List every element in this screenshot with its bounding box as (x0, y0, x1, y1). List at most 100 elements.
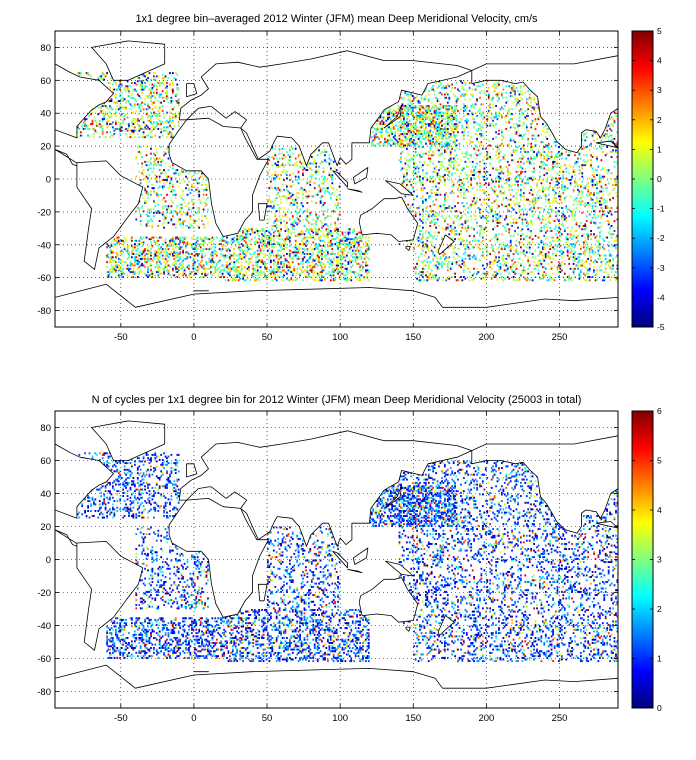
data-cell (441, 131, 443, 134)
data-cell (436, 126, 439, 129)
data-cell (141, 193, 144, 196)
data-cell (331, 264, 334, 267)
data-cell (199, 175, 202, 178)
data-cell (332, 187, 335, 190)
data-cell (332, 253, 335, 255)
data-cell (445, 85, 448, 88)
data-cell (153, 208, 155, 211)
data-cell (439, 131, 442, 134)
data-cell (346, 243, 348, 246)
data-cell (264, 274, 266, 277)
data-cell (174, 256, 177, 259)
data-cell (173, 254, 176, 257)
data-cell (186, 251, 189, 254)
data-cell (334, 226, 337, 229)
data-cell (417, 170, 420, 173)
data-cell (344, 264, 347, 267)
data-cell (435, 192, 437, 195)
data-cell (435, 139, 437, 142)
data-cell (201, 259, 203, 262)
data-cell (444, 128, 446, 130)
data-cell (166, 147, 168, 150)
data-cell (104, 75, 107, 78)
data-cell (328, 274, 331, 277)
data-cell (272, 271, 275, 274)
data-cell (189, 192, 192, 195)
data-cell (126, 257, 129, 260)
data-cell (343, 249, 345, 252)
data-cell (346, 254, 348, 257)
data-cell (318, 259, 320, 262)
data-cell (356, 272, 358, 275)
data-cell (153, 101, 155, 104)
data-cell (151, 187, 154, 190)
data-cell (438, 134, 440, 137)
data-cell (275, 193, 278, 196)
data-cell (132, 267, 135, 270)
data-cell (157, 271, 160, 274)
data-cell (417, 144, 420, 147)
data-cell (306, 253, 309, 255)
data-cell (234, 261, 237, 264)
data-cell (141, 257, 144, 260)
data-cell (439, 106, 442, 109)
data-cell (289, 156, 291, 158)
data-cell (448, 136, 451, 139)
data-cell (93, 133, 95, 135)
data-cell (348, 243, 351, 246)
data-cell (245, 271, 247, 274)
data-cell (425, 207, 427, 209)
data-cell (138, 136, 141, 139)
data-cell (287, 266, 290, 269)
data-cell (191, 266, 193, 269)
data-cell (153, 78, 155, 81)
data-cell (337, 244, 339, 247)
data-cell (192, 203, 195, 206)
data-cell (275, 254, 278, 257)
data-cell (452, 93, 455, 96)
data-cell (286, 170, 288, 173)
data-cell (131, 244, 133, 247)
data-cell (138, 103, 141, 106)
data-cell (463, 187, 465, 190)
data-cell (296, 207, 299, 209)
data-cell (272, 246, 275, 249)
data-cell (253, 243, 256, 246)
data-cell (438, 100, 440, 103)
data-cell (176, 205, 179, 208)
data-cell (465, 230, 468, 232)
data-cell (286, 246, 288, 249)
data-cell (347, 233, 350, 236)
data-cell (179, 195, 182, 198)
data-cell (134, 82, 136, 84)
data-cell (153, 160, 155, 163)
data-cell (367, 246, 370, 249)
data-cell (214, 253, 217, 255)
data-cell (318, 185, 320, 188)
data-cell (123, 236, 126, 239)
data-cell (170, 211, 173, 214)
data-cell (201, 276, 203, 278)
data-cell (151, 86, 154, 89)
data-cell (436, 231, 439, 234)
data-cell (287, 238, 290, 241)
data-cell (321, 249, 323, 252)
data-cell (280, 230, 282, 232)
data-cell (433, 106, 436, 109)
data-cell (147, 215, 149, 218)
data-cell (419, 126, 421, 129)
data-cell (419, 239, 421, 242)
data-cell (430, 234, 433, 237)
data-cell (429, 190, 432, 193)
data-cell (366, 277, 369, 280)
data-cell (319, 152, 322, 155)
data-cell (182, 274, 184, 277)
data-cell (291, 225, 294, 227)
data-cell (252, 269, 255, 272)
data-cell (331, 179, 334, 181)
data-cell (212, 272, 215, 275)
data-cell (458, 236, 461, 239)
data-cell (296, 195, 299, 198)
data-cell (432, 200, 435, 203)
data-cell (454, 149, 456, 152)
